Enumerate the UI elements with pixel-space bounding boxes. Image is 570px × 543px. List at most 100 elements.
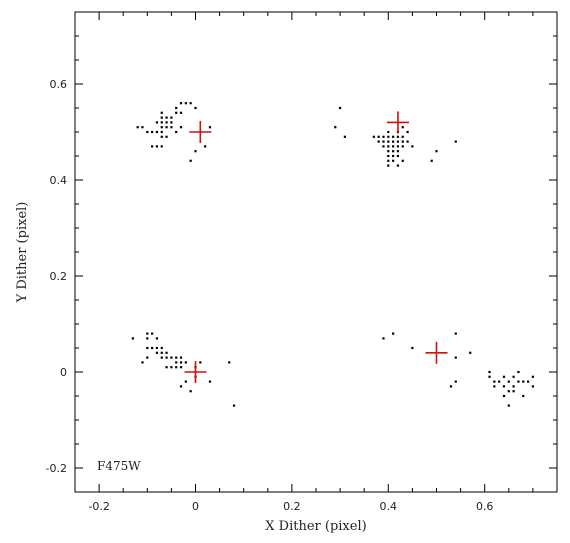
data-point [160,135,163,138]
data-point [175,111,178,114]
data-point [189,390,192,393]
data-point [387,130,390,134]
data-point [512,375,515,378]
data-point [194,106,197,110]
data-point [141,126,144,129]
y-tick-label: 0.4 [50,174,68,187]
data-point [406,140,409,143]
data-point [146,337,149,340]
data-point [488,370,491,374]
data-point [396,164,400,167]
data-point [531,385,534,388]
data-point [160,346,163,350]
data-point [531,375,534,378]
data-point [232,404,236,407]
data-point [204,145,207,148]
data-point [401,140,404,143]
data-point [411,346,414,350]
data-point [165,126,168,129]
x-tick-label: -0.2 [88,500,109,513]
data-point [179,111,183,114]
data-point [160,126,163,129]
data-point [493,380,496,383]
x-tick-label: 0 [192,500,199,513]
data-point [189,159,192,162]
data-point [382,135,385,138]
data-point [175,106,178,110]
data-point [387,159,390,162]
data-point [165,135,168,138]
data-point [396,140,400,143]
data-point [131,337,134,340]
data-point [199,361,202,364]
data-point [160,116,163,119]
data-point [454,380,457,383]
filter-annotation: F475W [97,459,141,473]
data-point [179,356,183,359]
data-point [189,102,192,105]
data-point [382,337,385,340]
data-point [512,385,515,388]
x-axis-label: X Dither (pixel) [265,519,366,534]
plot-frame [74,11,558,493]
data-point [179,102,183,105]
data-point [382,140,385,143]
data-point [151,332,154,335]
data-point [146,346,149,350]
data-point [151,346,154,350]
data-point [401,126,404,129]
data-point [228,361,231,364]
data-point [502,375,506,378]
data-point [493,385,496,388]
y-tick-label: -0.2 [46,462,67,475]
data-point [502,394,506,398]
data-point [170,121,173,124]
data-point [517,380,520,383]
data-point [372,135,375,138]
data-point [396,135,400,138]
data-point [435,150,438,153]
data-point [406,130,409,134]
data-point [184,102,187,105]
data-point [175,130,178,134]
data-point [339,106,342,110]
data-point [387,164,390,167]
data-point [175,356,178,359]
target-cross [425,341,448,364]
data-point [208,380,212,383]
data-point [160,356,163,359]
data-point [151,145,154,148]
y-axis-label: Y Dither (pixel) [15,202,30,304]
data-point [517,370,520,374]
data-point [155,121,159,124]
data-point [160,145,163,148]
data-point [208,126,212,129]
data-point [522,380,525,383]
x-tick-label: 0.6 [476,500,494,513]
data-point [155,351,159,354]
data-point [454,356,457,359]
data-point [179,366,183,369]
data-point [170,126,173,129]
data-point [507,390,510,393]
data-point [170,366,173,369]
data-point [392,332,395,335]
data-point [175,366,178,369]
data-point [401,159,404,162]
data-point [179,361,183,364]
data-point [387,145,390,148]
data-points [131,102,534,407]
data-point [392,140,395,143]
data-point [165,366,168,369]
data-point [165,116,168,119]
data-point [179,126,183,129]
target-cross [184,361,207,383]
data-point [155,337,159,340]
data-point [454,332,457,335]
data-point [165,351,168,354]
data-point [522,394,525,398]
data-point [392,145,395,148]
y-tick-label: 0 [60,366,67,379]
data-point [488,375,491,378]
data-point [146,332,149,335]
